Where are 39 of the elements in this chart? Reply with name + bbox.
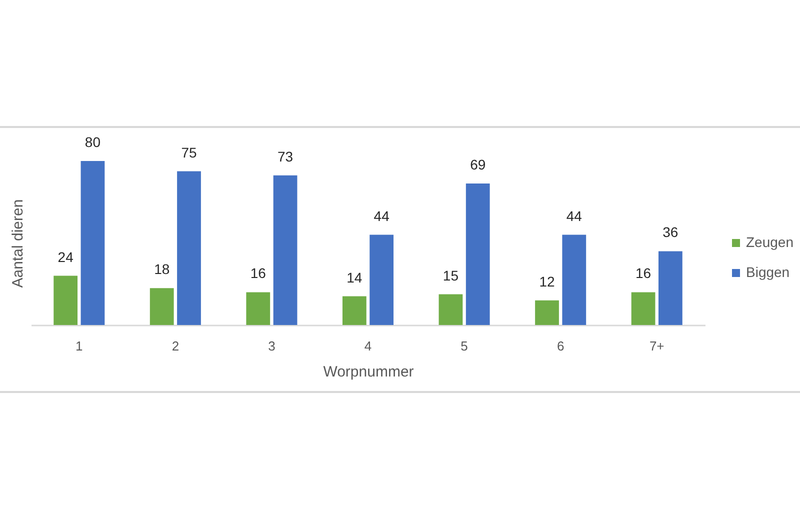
bar xyxy=(466,184,490,325)
bar xyxy=(273,175,298,325)
data-label: 16 xyxy=(635,265,652,282)
x-tick-label: 6 xyxy=(556,338,564,354)
data-label: 80 xyxy=(84,134,101,150)
legend-label: Zeugen xyxy=(746,234,794,250)
data-label: 15 xyxy=(442,267,459,284)
bar xyxy=(370,234,394,325)
x-tick-label: 2 xyxy=(172,338,180,354)
bar xyxy=(54,276,78,325)
bar xyxy=(658,251,682,325)
data-label: 36 xyxy=(662,224,678,240)
y-axis-title: Aantal dieren xyxy=(10,199,26,288)
x-tick-label: 1 xyxy=(76,338,83,354)
data-label: 75 xyxy=(181,144,197,160)
data-label: 18 xyxy=(154,261,170,278)
x-tick-label: 4 xyxy=(364,338,372,354)
bar xyxy=(342,296,366,325)
bar xyxy=(562,234,586,325)
legend-label: Biggen xyxy=(746,264,790,280)
bar xyxy=(177,171,201,325)
data-label: 24 xyxy=(58,248,74,265)
data-label: 16 xyxy=(250,265,266,282)
bar xyxy=(535,300,559,325)
bar xyxy=(80,161,105,325)
bar xyxy=(631,292,656,325)
data-label: 69 xyxy=(470,156,486,173)
bar xyxy=(246,292,270,325)
data-label: 44 xyxy=(374,208,390,224)
bar xyxy=(150,288,174,325)
bar xyxy=(438,294,463,325)
x-tick-label: 7+ xyxy=(649,338,664,354)
x-tick-label: 3 xyxy=(268,338,276,354)
x-axis-title: Worpnummer xyxy=(323,364,414,380)
x-tick-label: 5 xyxy=(460,338,468,354)
data-label: 14 xyxy=(346,269,362,286)
data-label: 12 xyxy=(539,273,555,290)
data-label: 73 xyxy=(277,148,294,164)
data-label: 44 xyxy=(566,208,582,224)
